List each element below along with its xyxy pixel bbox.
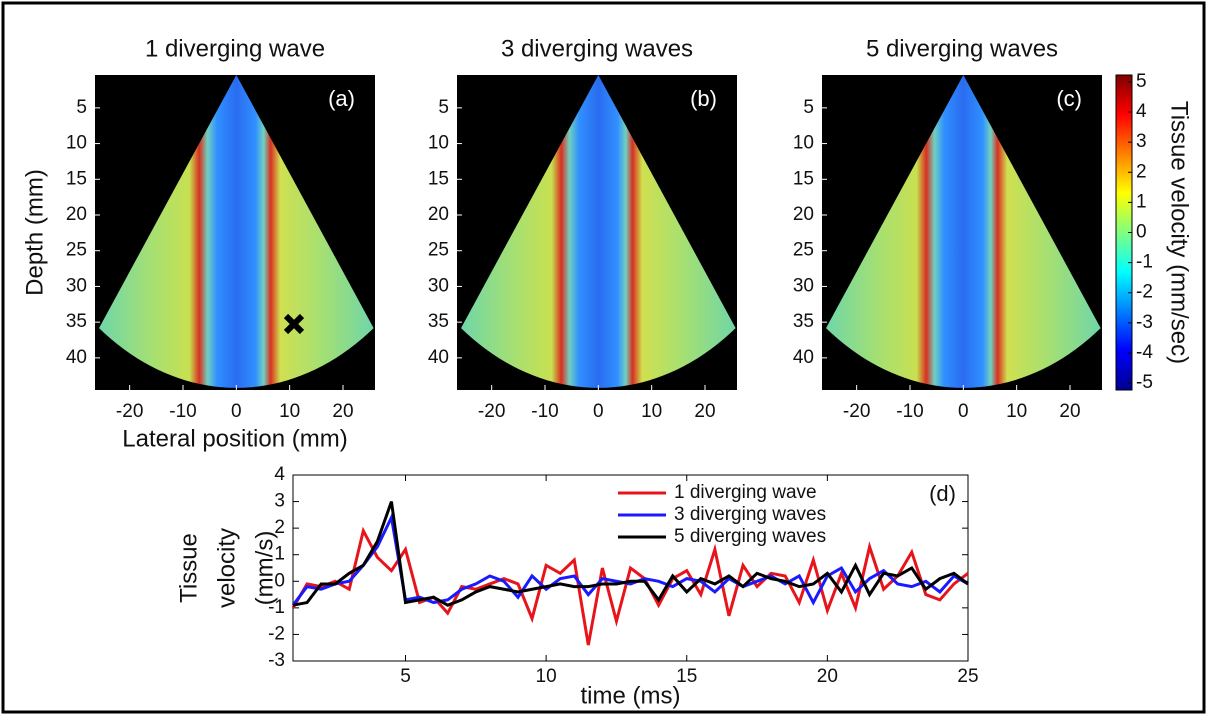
colorbar-tick-label: -4 [1136,342,1153,363]
panel-title: 5 diverging waves [866,35,1058,62]
x-axis-label: time (ms) [581,682,681,709]
colorbar-tick-label: -5 [1136,372,1153,393]
y-tick-label: 25 [793,240,814,261]
y-tick-label: -2 [268,623,285,644]
x-axis-label: Lateral position (mm) [122,425,347,452]
panel-label: (b) [690,86,717,111]
panel-label: (d) [929,481,956,506]
x-tick-label: 15 [676,666,697,687]
y-tick-label: 5 [76,97,87,118]
y-tick-label: 20 [793,204,814,225]
colorbar-tick-label: 0 [1136,222,1147,243]
x-tick-label: 10 [641,401,662,422]
y-tick-label: -3 [268,650,285,671]
series-line [291,526,969,646]
x-tick-label: 5 [400,666,411,687]
y-tick-label: 35 [66,311,87,332]
legend-label: 3 diverging waves [674,504,826,525]
x-tick-label: 20 [1059,401,1080,422]
y-tick-label: 5 [803,97,814,118]
y-tick-label: 30 [66,275,87,296]
y-tick-label: 40 [793,347,814,368]
colorbar-label: Tissue velocity (mm/sec) [1166,101,1193,364]
y-tick-label: 10 [66,133,87,154]
x-tick-label: -10 [896,401,923,422]
y-tick-label: 40 [66,347,87,368]
velocity-sector [461,75,736,388]
x-tick-label: -20 [116,401,143,422]
colorbar-tick-label: 4 [1136,101,1147,122]
colorbar-tick-label: -1 [1136,252,1153,273]
y-tick-label: 10 [793,133,814,154]
y-tick-label: 15 [66,168,87,189]
y-axis-label: (mm/s) [251,531,278,606]
colorbar-tick-label: 5 [1136,71,1147,92]
series-line [292,501,969,607]
legend-label: 5 diverging waves [674,526,826,547]
y-tick-label: 1 [274,544,285,565]
velocity-sector [826,75,1101,388]
x-tick-label: -10 [531,401,558,422]
y-tick-label: 30 [428,275,449,296]
x-tick-label: 0 [231,401,242,422]
x-tick-label: 10 [536,666,557,687]
x-tick-label: 20 [332,401,353,422]
x-tick-label: 10 [1006,401,1027,422]
colorbar-tick-label: 2 [1136,161,1147,182]
colorbar-tick-label: -2 [1136,282,1153,303]
y-tick-label: 40 [428,347,449,368]
x-tick-label: 0 [593,401,604,422]
colorbar-tick-label: -3 [1136,312,1153,333]
x-tick-label: 10 [279,401,300,422]
x-tick-label: -10 [169,401,196,422]
y-tick-label: 30 [793,275,814,296]
panel-label: (c) [1056,86,1082,111]
x-tick-label: 20 [694,401,715,422]
y-axis-label: Depth (mm) [21,169,48,296]
y-tick-label: 10 [428,133,449,154]
y-tick-label: 5 [438,97,449,118]
y-tick-label: 15 [428,168,449,189]
y-tick-label: 0 [274,570,285,591]
y-tick-label: 20 [428,204,449,225]
y-tick-label: 4 [274,464,285,485]
y-tick-label: 2 [274,517,285,538]
y-tick-label: 35 [793,311,814,332]
location-marker [283,313,305,335]
colorbar-tick-label: 1 [1136,191,1147,212]
x-tick-label: -20 [478,401,505,422]
x-tick-label: -20 [843,401,870,422]
y-axis-label: Tissue [175,533,202,603]
y-tick-label: 20 [66,204,87,225]
panel-label: (a) [328,86,355,111]
colorbar-tick-label: 3 [1136,131,1147,152]
x-tick-label: 0 [958,401,969,422]
y-tick-label: -1 [268,597,285,618]
y-tick-label: 3 [274,491,285,512]
y-tick-label: 25 [428,240,449,261]
y-tick-label: 35 [428,311,449,332]
velocity-sector [99,75,374,388]
x-tick-label: 20 [817,666,838,687]
panel-title: 3 diverging waves [501,35,693,62]
y-axis-label: velocity [213,528,240,608]
x-tick-label: 25 [957,666,978,687]
panel-title: 1 diverging wave [145,35,325,62]
y-tick-label: 25 [66,240,87,261]
legend-label: 1 diverging wave [674,482,817,503]
y-tick-label: 15 [793,168,814,189]
